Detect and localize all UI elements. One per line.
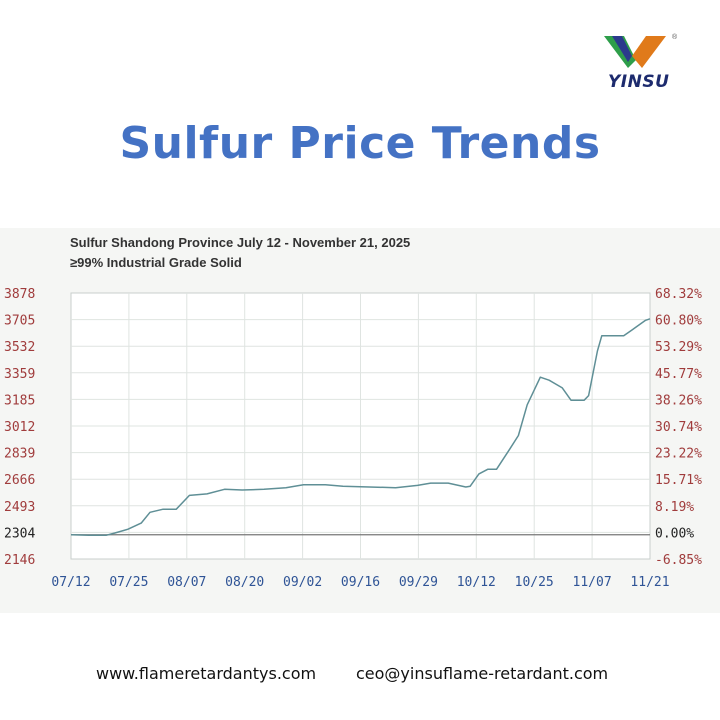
y-left-tick-label: 3012 — [4, 420, 35, 435]
v-mark-icon — [604, 36, 666, 68]
y-right-tick-label: 8.19% — [655, 500, 694, 515]
y-left-tick-label: 2839 — [4, 447, 35, 462]
website-link[interactable]: www.flameretardantys.com — [96, 664, 317, 683]
y-right-tick-label: 0.00% — [655, 526, 694, 541]
price-chart: Sulfur Shandong Province July 12 - Novem… — [4, 235, 702, 590]
y-right-tick-label: 53.29% — [655, 340, 702, 355]
x-tick-label: 09/29 — [399, 575, 438, 590]
registered-mark: ® — [672, 34, 678, 41]
price-line-series — [70, 318, 651, 537]
y-left-tick-label: 2146 — [4, 553, 35, 568]
x-tick-label: 09/02 — [283, 575, 322, 590]
y-left-tick-label: 3359 — [4, 367, 35, 382]
yinsu-logo: ® YINSU — [598, 34, 688, 100]
y-right-tick-label: -6.85% — [655, 553, 702, 568]
y-left-tick-label: 2304 — [4, 526, 35, 541]
y-right-tick-label: 38.26% — [655, 393, 702, 408]
y-right-tick-label: 60.80% — [655, 314, 702, 329]
y-left-tick-label: 3185 — [4, 393, 35, 408]
x-tick-label: 11/07 — [573, 575, 612, 590]
y-left-tick-label: 3532 — [4, 340, 35, 355]
x-tick-label: 07/12 — [51, 575, 90, 590]
y-left-tick-label: 3705 — [4, 314, 35, 329]
page-title: Sulfur Price Trends — [119, 118, 601, 169]
y-right-tick-label: 15.71% — [655, 473, 702, 488]
y-right-tick-label: 45.77% — [655, 367, 702, 382]
x-tick-label: 09/16 — [341, 575, 380, 590]
email-link[interactable]: ceo@yinsuflame-retardant.com — [356, 664, 609, 683]
y-left-tick-label: 3878 — [4, 287, 35, 302]
y-left-tick-label: 2666 — [4, 473, 35, 488]
chart-subtitle: ≥99% Industrial Grade Solid — [70, 255, 242, 270]
y-left-tick-label: 2493 — [4, 500, 35, 515]
logo-text: YINSU — [608, 72, 670, 92]
x-tick-label: 10/25 — [515, 575, 554, 590]
x-tick-label: 11/21 — [630, 575, 669, 590]
y-right-tick-label: 23.22% — [655, 447, 702, 462]
x-tick-label: 07/25 — [109, 575, 148, 590]
x-tick-label: 08/20 — [225, 575, 264, 590]
x-tick-label: 08/07 — [167, 575, 206, 590]
chart-title: Sulfur Shandong Province July 12 - Novem… — [70, 235, 410, 250]
price-chart-panel: Sulfur Shandong Province July 12 - Novem… — [0, 228, 720, 613]
x-tick-label: 10/12 — [457, 575, 496, 590]
y-right-tick-label: 68.32% — [655, 287, 702, 302]
y-right-tick-label: 30.74% — [655, 420, 702, 435]
